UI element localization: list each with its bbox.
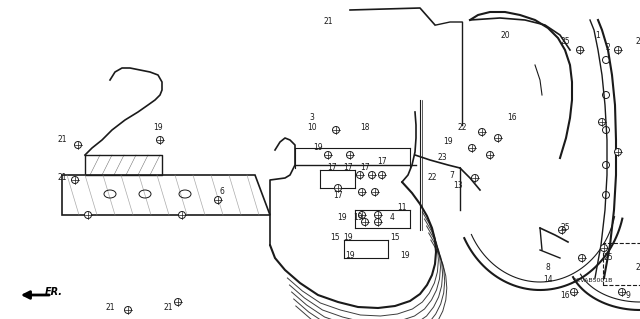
Text: 19: 19 [353,213,363,222]
Text: 11: 11 [397,204,407,212]
Text: 21: 21 [163,303,173,313]
Text: 19: 19 [343,234,353,242]
Text: 21: 21 [57,174,67,182]
Circle shape [335,184,342,191]
Circle shape [362,219,369,226]
Circle shape [472,174,479,182]
Text: 2: 2 [605,43,611,53]
Circle shape [374,211,381,219]
Circle shape [577,47,584,54]
Circle shape [157,137,163,144]
Circle shape [618,288,625,295]
Circle shape [495,135,502,142]
Text: 24: 24 [635,263,640,272]
Text: 10: 10 [307,123,317,132]
Text: 25: 25 [560,38,570,47]
Text: 7: 7 [449,170,454,180]
Text: 15: 15 [390,234,400,242]
Text: 22: 22 [457,123,467,132]
Text: 25: 25 [635,38,640,47]
Circle shape [374,219,381,226]
Text: 9: 9 [625,291,630,300]
Circle shape [371,189,378,196]
Circle shape [175,299,182,306]
Text: 19: 19 [337,213,347,222]
Circle shape [74,142,81,149]
Text: 19: 19 [345,250,355,259]
Circle shape [356,172,364,179]
Circle shape [179,211,186,219]
Circle shape [614,149,621,155]
Text: 20: 20 [500,31,510,40]
Text: 21: 21 [323,18,333,26]
Text: 3: 3 [310,114,314,122]
Circle shape [378,172,385,179]
Bar [603,243,640,285]
Circle shape [358,211,365,219]
Text: 17: 17 [360,164,370,173]
Text: 14: 14 [543,276,553,285]
Text: 18: 18 [360,123,370,132]
Text: 23: 23 [437,153,447,162]
Text: 21: 21 [105,303,115,313]
Circle shape [369,172,376,179]
Text: 8: 8 [546,263,550,272]
Text: 21: 21 [57,136,67,145]
Circle shape [358,189,365,196]
Text: 19: 19 [313,144,323,152]
Text: 19: 19 [153,123,163,132]
Text: 17: 17 [327,164,337,173]
Circle shape [468,145,476,152]
Circle shape [479,129,486,136]
Text: 22: 22 [428,174,436,182]
Circle shape [598,118,605,125]
Circle shape [559,226,566,234]
Circle shape [614,47,621,54]
Text: 19: 19 [443,137,453,146]
Text: 13: 13 [453,181,463,189]
Text: 16: 16 [560,291,570,300]
Text: 19: 19 [400,250,410,259]
Circle shape [570,288,577,295]
Circle shape [125,307,131,314]
Text: SCVAB5001B: SCVAB5001B [573,278,613,283]
Circle shape [84,211,92,219]
Circle shape [72,176,79,183]
Circle shape [333,127,339,133]
Text: 17: 17 [333,190,343,199]
Text: 4: 4 [390,213,394,222]
Circle shape [324,152,332,159]
Text: 25: 25 [603,254,613,263]
Text: 17: 17 [377,158,387,167]
Text: FR.: FR. [45,287,63,297]
Text: 16: 16 [507,114,517,122]
Text: 17: 17 [343,164,353,173]
Circle shape [214,197,221,204]
Circle shape [579,255,586,262]
Text: 15: 15 [330,234,340,242]
Circle shape [486,152,493,159]
Text: 25: 25 [560,224,570,233]
Text: 1: 1 [596,31,600,40]
Circle shape [346,152,353,159]
Circle shape [600,244,607,251]
Text: 6: 6 [220,188,225,197]
